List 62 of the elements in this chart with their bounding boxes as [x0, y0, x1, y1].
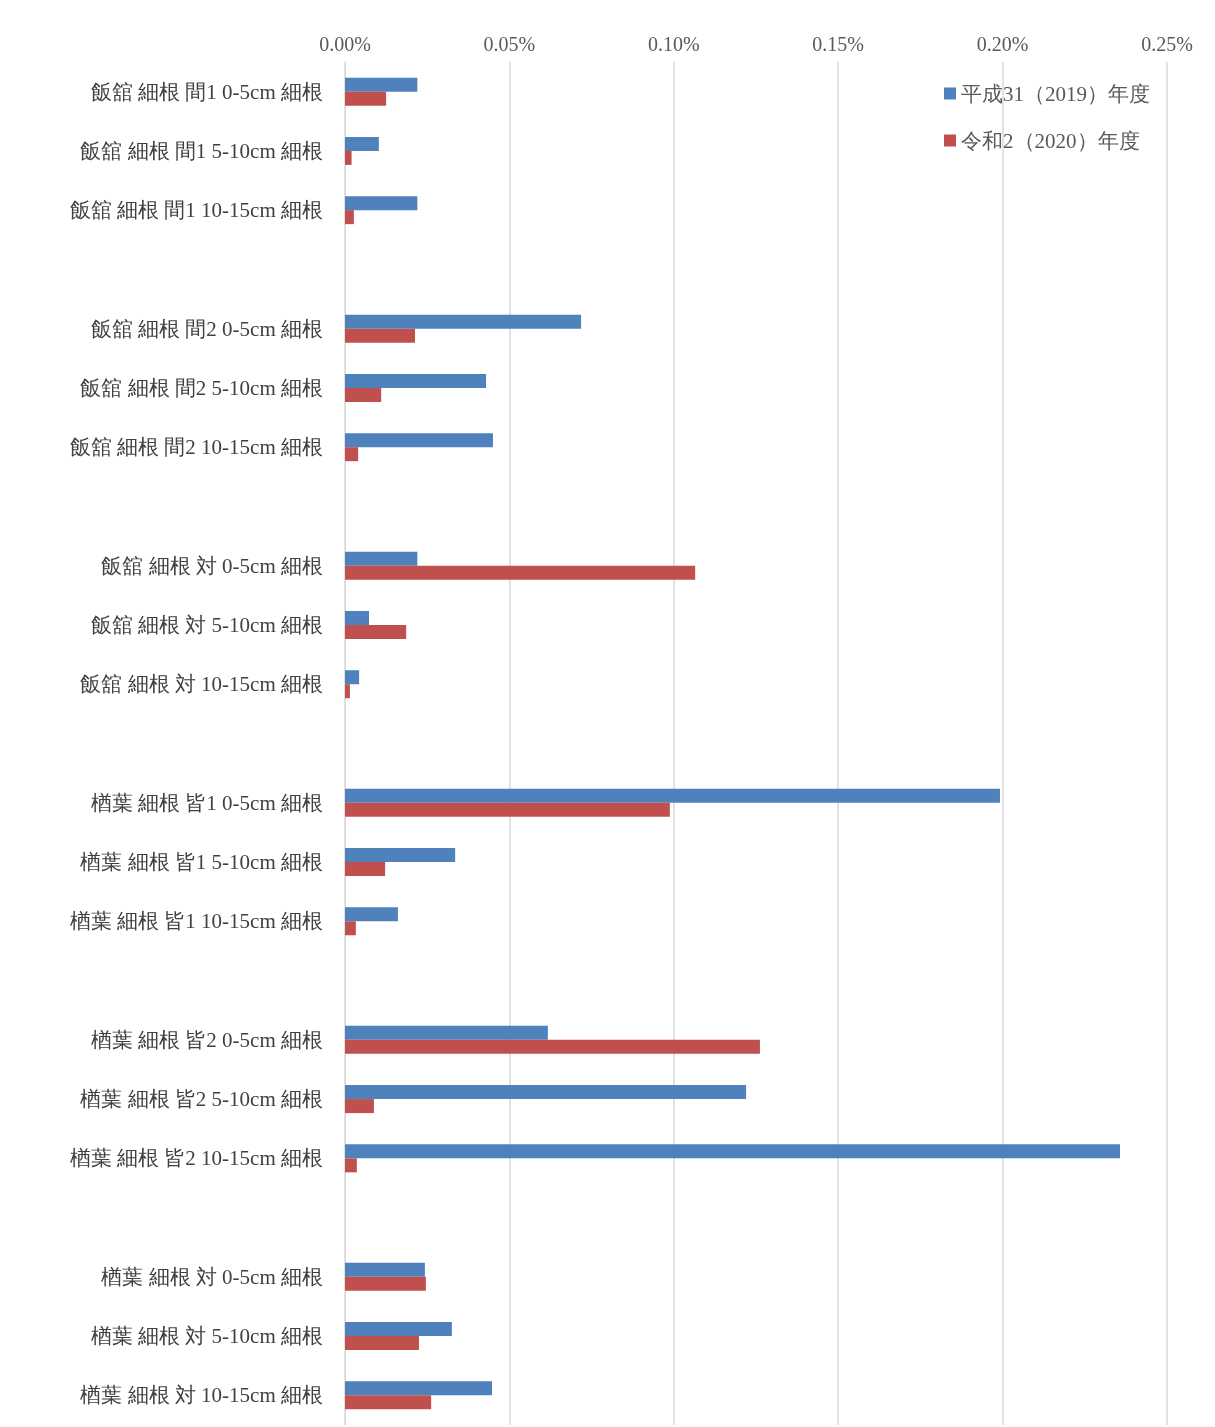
bar	[345, 210, 354, 225]
bar	[345, 624, 407, 639]
y-tick-label: 飯舘 細根 間2 0-5cm 細根	[90, 316, 323, 341]
y-tick-label: 飯舘 細根 間2 5-10cm 細根	[80, 375, 323, 400]
y-tick-label: 楢葉 細根 皆2 5-10cm 細根	[80, 1087, 323, 1112]
bar	[345, 551, 418, 566]
x-tick-label: 0.00%	[319, 33, 371, 55]
bar	[345, 373, 487, 388]
bar	[345, 1144, 1120, 1159]
bar	[345, 1025, 548, 1040]
bar	[345, 150, 352, 165]
y-tick-label: 飯舘 細根 対 10-15cm 細根	[80, 672, 323, 697]
x-tick-label: 0.10%	[647, 33, 700, 55]
bar	[345, 1085, 747, 1100]
bar	[345, 565, 696, 580]
bar	[345, 788, 1000, 803]
y-tick-label: 楢葉 細根 皆1 10-15cm 細根	[69, 909, 323, 934]
y-tick-label: 飯舘 細根 対 0-5cm 細根	[101, 553, 323, 578]
bar	[345, 447, 359, 462]
y-tick-label: 楢葉 細根 対 10-15cm 細根	[80, 1383, 323, 1408]
bar	[345, 387, 382, 402]
bar	[345, 1395, 432, 1410]
bar	[345, 136, 379, 151]
bar	[345, 1158, 357, 1173]
x-tick-label: 0.15%	[812, 33, 865, 55]
bar	[345, 907, 398, 922]
bar	[345, 684, 350, 699]
bar	[345, 1381, 492, 1396]
bar	[345, 314, 582, 329]
y-tick-label: 飯舘 細根 間1 5-10cm 細根	[80, 138, 323, 163]
y-tick-label: 楢葉 細根 皆1 5-10cm 細根	[80, 850, 323, 875]
bar	[345, 1336, 419, 1351]
bar	[345, 328, 416, 343]
y-tick-label: 楢葉 細根 対 5-10cm 細根	[90, 1324, 323, 1349]
bar	[345, 1276, 426, 1291]
y-tick-label: 楢葉 細根 皆2 10-15cm 細根	[69, 1146, 323, 1171]
y-tick-label: 楢葉 細根 皆2 0-5cm 細根	[90, 1027, 323, 1052]
bar	[345, 610, 369, 625]
y-tick-label: 飯舘 細根 対 5-10cm 細根	[90, 612, 323, 637]
bar	[345, 77, 418, 92]
bar	[345, 921, 356, 936]
bar	[345, 196, 418, 211]
y-tick-label: 楢葉 細根 対 0-5cm 細根	[101, 1264, 323, 1289]
bar	[345, 1262, 425, 1277]
bar	[345, 91, 387, 106]
y-tick-label: 楢葉 細根 皆1 0-5cm 細根	[90, 790, 323, 815]
bar	[345, 433, 493, 448]
x-tick-label: 0.05%	[483, 33, 536, 55]
x-tick-label: 0.25%	[1141, 33, 1193, 55]
legend-label: 令和2（2020）年度	[961, 128, 1140, 153]
y-tick-label: 飯舘 細根 間1 0-5cm 細根	[90, 79, 323, 104]
bar	[345, 1039, 760, 1054]
bar	[345, 802, 670, 817]
x-tick-label: 0.20%	[976, 33, 1029, 55]
bar	[345, 1322, 452, 1337]
y-tick-label: 飯舘 細根 間1 10-15cm 細根	[69, 198, 323, 223]
y-tick-label: 飯舘 細根 間2 10-15cm 細根	[69, 435, 323, 460]
bar	[345, 1099, 374, 1114]
bar	[345, 862, 386, 877]
bar	[345, 848, 456, 863]
legend-label: 平成31（2019）年度	[961, 81, 1150, 106]
bar	[345, 670, 360, 685]
